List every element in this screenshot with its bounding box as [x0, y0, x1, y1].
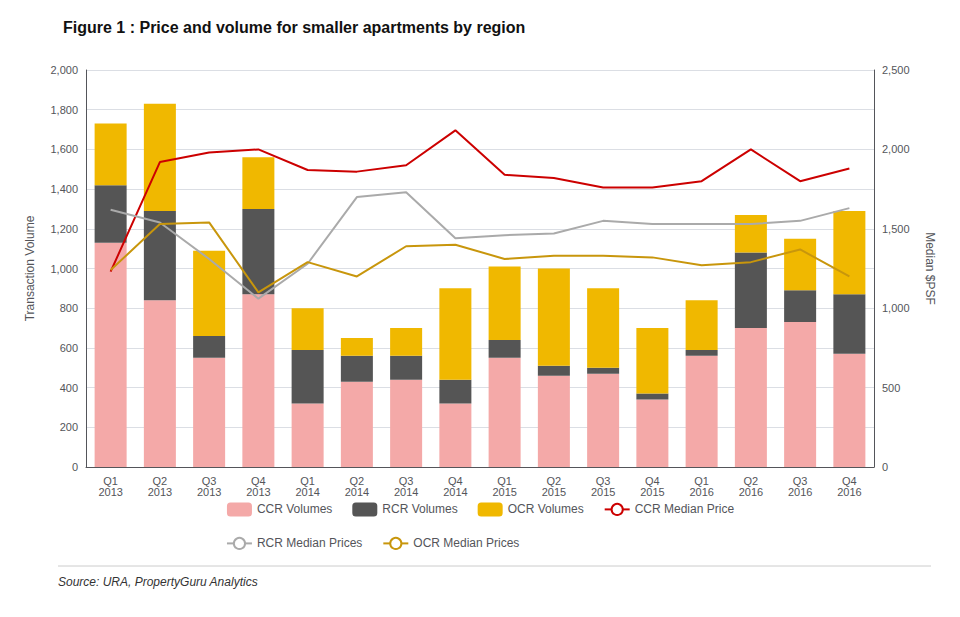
svg-text:1,800: 1,800 — [50, 104, 78, 116]
svg-text:Q2: Q2 — [349, 474, 365, 487]
svg-text:0: 0 — [72, 461, 78, 473]
svg-text:1,200: 1,200 — [50, 223, 78, 235]
svg-text:2014: 2014 — [394, 486, 418, 498]
svg-text:2016: 2016 — [739, 486, 763, 498]
svg-text:1,000: 1,000 — [882, 302, 910, 314]
svg-text:CCR Volumes: CCR Volumes — [257, 502, 332, 516]
svg-text:2013: 2013 — [197, 486, 221, 498]
svg-text:600: 600 — [60, 342, 78, 354]
svg-text:2014: 2014 — [345, 486, 369, 498]
svg-text:Q4: Q4 — [842, 474, 857, 487]
svg-text:Q1: Q1 — [300, 474, 315, 487]
svg-text:Q3: Q3 — [398, 474, 414, 487]
svg-text:1,600: 1,600 — [50, 143, 78, 155]
svg-text:2015: 2015 — [492, 486, 516, 498]
svg-text:Q4: Q4 — [645, 474, 660, 487]
svg-text:Q3: Q3 — [792, 474, 808, 487]
svg-text:Q2: Q2 — [546, 474, 562, 487]
svg-text:2013: 2013 — [98, 486, 122, 498]
svg-text:Q4: Q4 — [251, 474, 266, 487]
svg-text:Q3: Q3 — [201, 474, 217, 487]
svg-text:Q1: Q1 — [694, 474, 709, 487]
svg-text:2,000: 2,000 — [50, 64, 78, 76]
svg-text:500: 500 — [882, 382, 900, 394]
svg-text:0: 0 — [882, 461, 888, 473]
svg-text:1,000: 1,000 — [50, 263, 78, 275]
svg-text:CCR Median Price: CCR Median Price — [635, 502, 735, 516]
svg-text:1,500: 1,500 — [882, 223, 910, 235]
svg-text:200: 200 — [60, 421, 78, 433]
svg-text:2014: 2014 — [295, 486, 319, 498]
svg-text:RCR Volumes: RCR Volumes — [382, 502, 457, 516]
svg-text:Q2: Q2 — [152, 474, 168, 487]
svg-text:1,400: 1,400 — [50, 183, 78, 195]
svg-text:Q1: Q1 — [497, 474, 512, 487]
svg-text:2,500: 2,500 — [882, 64, 910, 76]
svg-text:2016: 2016 — [788, 486, 812, 498]
svg-text:2,000: 2,000 — [882, 143, 910, 155]
svg-text:Transaction Volume: Transaction Volume — [23, 215, 37, 321]
svg-text:2016: 2016 — [689, 486, 713, 498]
svg-text:Q3: Q3 — [595, 474, 611, 487]
svg-text:Source: URA, PropertyGuru Anal: Source: URA, PropertyGuru Analytics — [58, 575, 258, 589]
svg-text:400: 400 — [60, 382, 78, 394]
svg-text:OCR Volumes: OCR Volumes — [508, 502, 584, 516]
svg-text:2014: 2014 — [443, 486, 467, 498]
svg-text:2015: 2015 — [640, 486, 664, 498]
svg-text:2016: 2016 — [837, 486, 861, 498]
svg-text:Figure 1 : Price and volume fo: Figure 1 : Price and volume for smaller … — [63, 19, 525, 36]
svg-text:800: 800 — [60, 302, 78, 314]
svg-text:RCR Median Prices: RCR Median Prices — [257, 536, 362, 550]
svg-text:2013: 2013 — [148, 486, 172, 498]
svg-text:Q4: Q4 — [448, 474, 463, 487]
svg-text:Median $PSF: Median $PSF — [923, 232, 937, 305]
svg-text:2013: 2013 — [246, 486, 270, 498]
svg-text:2015: 2015 — [591, 486, 615, 498]
svg-text:Q2: Q2 — [743, 474, 759, 487]
svg-text:OCR Median Prices: OCR Median Prices — [413, 536, 519, 550]
svg-text:2015: 2015 — [542, 486, 566, 498]
svg-text:Q1: Q1 — [103, 474, 118, 487]
